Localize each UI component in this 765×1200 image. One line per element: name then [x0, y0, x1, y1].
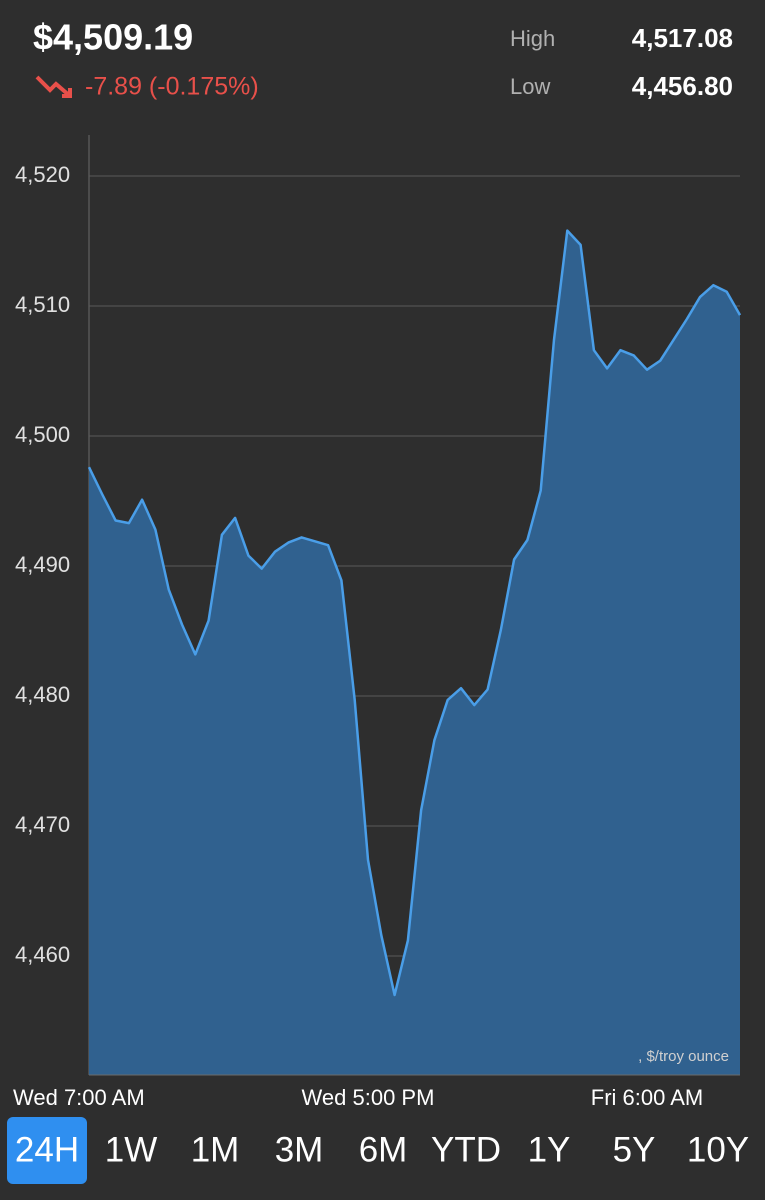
x-tick-label: Wed 7:00 AM	[13, 1085, 145, 1110]
range-tab[interactable]: 10Y	[687, 1130, 749, 1169]
y-tick-label: 4,520	[15, 162, 70, 187]
x-tick-label: Fri 6:00 AM	[591, 1085, 703, 1110]
range-tab[interactable]: 1W	[105, 1130, 158, 1169]
y-tick-label: 4,470	[15, 812, 70, 837]
y-tick-label: 4,510	[15, 292, 70, 317]
y-tick-label: 4,490	[15, 552, 70, 577]
range-tab[interactable]: YTD	[431, 1130, 501, 1169]
high-label: High	[510, 26, 555, 51]
price-change: -7.89 (-0.175%)	[85, 73, 259, 101]
chart: 4,460 4,470 4,480 4,490 4,500 4,510 4,520 Wed 7…	[13, 135, 742, 1110]
y-tick-label: 4,500	[15, 422, 70, 447]
range-tab[interactable]: 5Y	[613, 1130, 656, 1169]
down-arrow-head	[62, 88, 72, 98]
price: $4,509.19	[33, 17, 193, 58]
price-line	[87, 229, 742, 997]
range-tab[interactable]: 24H	[15, 1130, 79, 1169]
area-fill	[89, 230, 740, 1076]
low-value: 4,456.80	[632, 71, 733, 101]
y-tick-label: 4,480	[15, 682, 70, 707]
range-tab[interactable]: 1Y	[528, 1130, 571, 1169]
range-tab[interactable]: 6M	[359, 1130, 408, 1169]
down-arrow-icon	[35, 75, 72, 98]
unit-annotation: , $/troy ounce	[638, 1048, 729, 1065]
range-tabs: 24H 1W 1M 3M 6M YTD 1Y 5Y 10Y	[7, 1117, 749, 1184]
x-tick-label: Wed 5:00 PM	[302, 1085, 435, 1110]
selected-tab-bg[interactable]	[7, 1117, 87, 1184]
range-tab[interactable]: 1M	[191, 1130, 240, 1169]
y-tick-label: 4,460	[15, 942, 70, 967]
high-value: 4,517.08	[632, 23, 733, 53]
range-tab[interactable]: 3M	[275, 1130, 324, 1169]
low-label: Low	[510, 74, 550, 99]
